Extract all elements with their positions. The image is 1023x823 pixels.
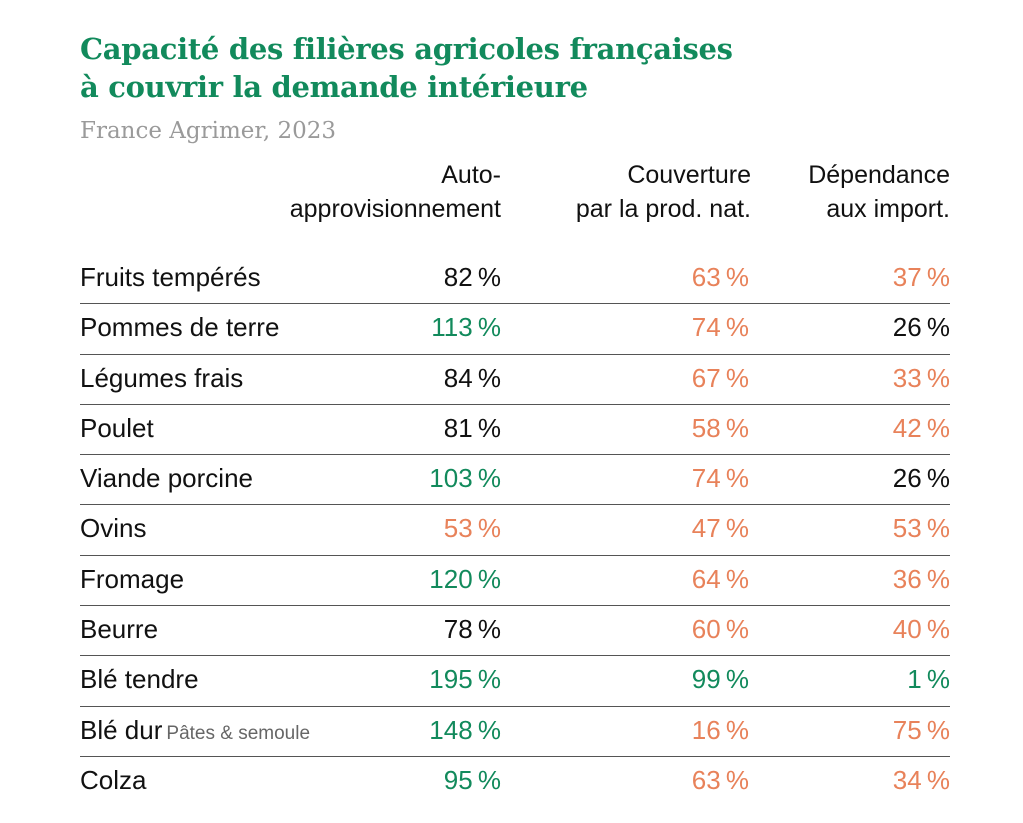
value-auto-approvisionnement: 82 % [443, 262, 501, 292]
value-couverture: 99 % [691, 664, 749, 695]
row-label-text: Ovins [80, 513, 147, 544]
value-auto-approvisionnement: 78 % [443, 614, 501, 645]
row-label-text: Blé tendre [80, 664, 199, 695]
row-label-text: Beurre [80, 614, 159, 645]
column-header-line: aux import. [826, 195, 950, 223]
table-row: Pommes de terre 113 % 74 % 26 % [80, 304, 950, 355]
table-row: Fruits tempérés 82 % 63 % 37 % [80, 254, 950, 305]
column-header-line: Couverture [627, 161, 751, 189]
table-row: Blé dur Pâtes & semoule 148 % 16 % 75 % [80, 707, 950, 757]
value-dependance: 37 % [892, 262, 950, 292]
value-auto-approvisionnement: 148 % [429, 714, 501, 745]
row-label: Colza [80, 763, 146, 797]
value-couverture: 58 % [691, 412, 749, 443]
chart-subtitle: France Agrimer, 2023 [80, 118, 337, 144]
table-row: Blé tendre 195 % 99 % 1 % [80, 656, 950, 707]
value-dependance: 42 % [892, 412, 950, 443]
row-label-text: Blé dur [80, 714, 163, 745]
column-header-dependance: Dépendance aux import. [808, 158, 950, 226]
table-row: Beurre 78 % 60 % 40 % [80, 606, 950, 657]
row-label: Poulet [80, 411, 154, 445]
row-label-text: Fruits tempérés [80, 262, 261, 292]
row-label-text: Poulet [80, 412, 154, 443]
row-label: Beurre [80, 612, 158, 646]
row-label-text: Fromage [80, 563, 185, 594]
value-couverture: 63 % [691, 764, 749, 795]
value-dependance: 34 % [892, 764, 950, 795]
row-label-text: Pommes de terre [80, 312, 280, 343]
row-label-note: Pâtes & semoule [166, 722, 311, 744]
column-header-line: Auto- [441, 161, 501, 189]
value-dependance: 1 % [907, 664, 950, 695]
row-label-text: Légumes frais [80, 362, 244, 393]
row-label: Fruits tempérés [80, 260, 261, 294]
value-auto-approvisionnement: 103 % [429, 463, 501, 494]
value-auto-approvisionnement: 95 % [443, 764, 501, 795]
table-row: Colza 95 % 63 % 34 % [80, 757, 950, 807]
title-line-2: à couvrir la demande intérieure [80, 70, 588, 104]
value-auto-approvisionnement: 120 % [429, 563, 501, 594]
column-header-line: par la prod. nat. [575, 195, 751, 223]
title-line-1: Capacité des filières agricoles français… [80, 32, 733, 66]
column-header-couverture: Couverture par la prod. nat. [576, 158, 751, 226]
value-auto-approvisionnement: 53 % [443, 513, 501, 544]
table-row: Viande porcine 103 % 74 % 26 % [80, 455, 950, 506]
row-label: Légumes frais [80, 361, 243, 395]
row-label-text: Viande porcine [80, 463, 253, 494]
column-header-line: Dépendance [808, 161, 950, 189]
value-couverture: 16 % [691, 714, 749, 745]
chart-title: Capacité des filières agricoles français… [80, 30, 733, 106]
value-dependance: 53 % [892, 513, 950, 544]
value-dependance: 26 % [892, 463, 950, 494]
row-label: Pommes de terre [80, 310, 279, 344]
value-auto-approvisionnement: 81 % [443, 412, 501, 443]
value-dependance: 40 % [892, 614, 950, 645]
row-label-text: Colza [80, 764, 147, 795]
value-couverture: 74 % [691, 463, 749, 494]
row-label: Blé dur Pâtes & semoule [80, 713, 310, 751]
value-couverture: 60 % [691, 614, 749, 645]
row-label: Fromage [80, 562, 184, 596]
value-auto-approvisionnement: 84 % [443, 362, 501, 393]
table-row: Ovins 53 % 47 % 53 % [80, 505, 950, 556]
row-label: Viande porcine [80, 461, 253, 495]
row-label: Blé tendre [80, 662, 199, 696]
value-couverture: 74 % [691, 312, 749, 343]
value-dependance: 26 % [892, 312, 950, 343]
table-body: Fruits tempérés 82 % 63 % 37 % Pommes de ter… [80, 254, 950, 807]
value-dependance: 75 % [892, 714, 950, 745]
table-row: Fromage 120 % 64 % 36 % [80, 556, 950, 607]
table-row: Poulet 81 % 58 % 42 % [80, 405, 950, 456]
table-header: Auto- approvisionnement Couverture par l… [0, 158, 1023, 230]
value-couverture: 47 % [691, 513, 749, 544]
column-header-auto-approvisionnement: Auto- approvisionnement [290, 158, 501, 226]
value-dependance: 36 % [892, 563, 950, 594]
value-dependance: 33 % [892, 362, 950, 393]
value-couverture: 67 % [691, 362, 749, 393]
column-header-line: approvisionnement [289, 195, 501, 223]
value-couverture: 63 % [691, 262, 749, 292]
value-auto-approvisionnement: 195 % [429, 664, 501, 695]
table-row: Légumes frais 84 % 67 % 33 % [80, 355, 950, 405]
row-label: Ovins [80, 511, 146, 545]
value-couverture: 64 % [691, 563, 749, 594]
value-auto-approvisionnement: 113 % [431, 312, 501, 343]
